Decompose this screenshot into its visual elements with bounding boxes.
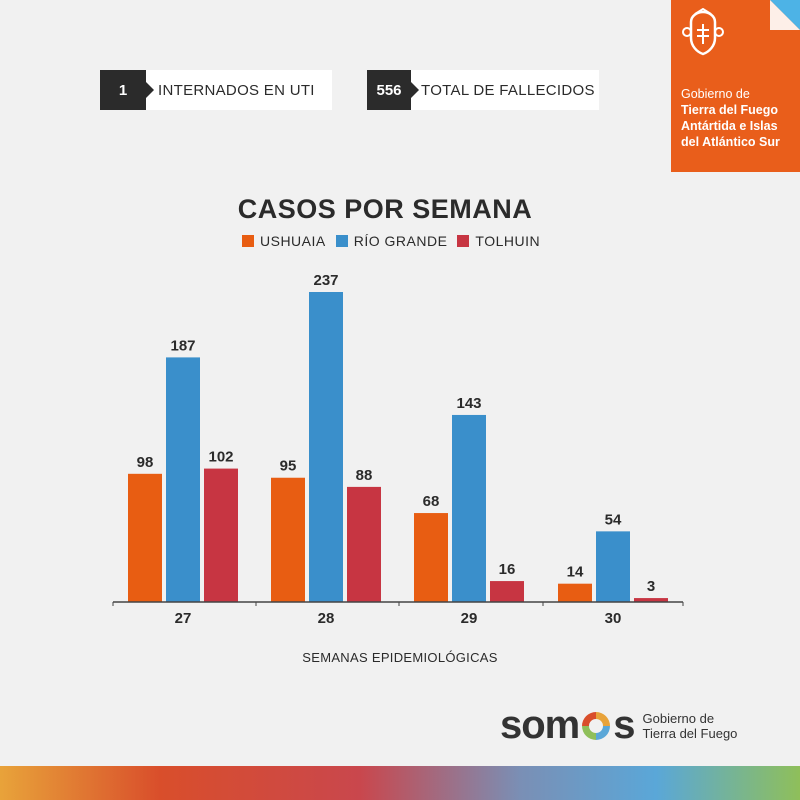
data-label-ushuaia-30: 14	[567, 564, 584, 581]
somos-sub-line-1: Gobierno de	[642, 710, 715, 726]
bar-tolhuin-29	[490, 581, 524, 602]
bar-r-o-grande-30	[596, 531, 630, 602]
legend-item-rio-grande: RÍO GRANDE	[335, 233, 448, 249]
legend-swatch-ushuaia	[242, 235, 254, 247]
x-axis-label: SEMANAS EPIDEMIOLÓGICAS	[302, 650, 498, 665]
bar-r-o-grande-29	[452, 414, 486, 602]
legend-item-ushuaia: USHUAIA	[242, 233, 326, 249]
bar-ushuaia-27	[128, 473, 162, 602]
data-label-tolhuin-29: 16	[499, 561, 516, 578]
somos-word-start: som	[500, 703, 580, 747]
government-line-3: Antártida e Islas	[681, 119, 778, 133]
bar-r-o-grande-28	[309, 292, 343, 602]
crest-icon	[682, 8, 724, 56]
x-tick-label-28: 28	[318, 610, 335, 627]
bar-ushuaia-30	[558, 583, 592, 602]
bar-tolhuin-27	[204, 468, 238, 602]
bar-chart: 98 187 102 27 95 237 88 28 68 143 16 29 14 54 3 30	[112, 272, 684, 627]
data-label-ushuaia-29: 68	[423, 493, 440, 510]
legend-label-rio-grande: RÍO GRANDE	[353, 233, 448, 249]
government-badge: Gobierno de Tierra del Fuego Antártida e…	[671, 0, 800, 172]
stat-fallecidos-value: 556	[367, 70, 419, 110]
bar-tolhuin-28	[347, 486, 381, 602]
legend-swatch-rio-grande	[335, 235, 348, 247]
bar-ushuaia-28	[271, 477, 305, 602]
legend-swatch-tolhuin	[457, 235, 470, 247]
government-name: Gobierno de Tierra del Fuego Antártida e…	[681, 86, 780, 150]
legend-item-tolhuin: TOLHUIN	[457, 233, 540, 249]
x-tick-label-27: 27	[175, 610, 192, 627]
stat-internados-value: 1	[100, 70, 154, 110]
data-label-ushuaia-27: 98	[137, 454, 154, 471]
x-tick-label-30: 30	[605, 610, 622, 627]
somos-o-icon	[582, 711, 611, 740]
data-label-r-o-grande-27: 187	[170, 337, 195, 354]
data-label-r-o-grande-29: 143	[456, 395, 481, 412]
government-line-2: Tierra del Fuego	[681, 103, 779, 117]
somos-sub-line-2: Tierra del Fuego	[642, 725, 738, 741]
somos-logo: som s Gobierno de Tierra del Fuego	[500, 703, 737, 748]
data-label-ushuaia-28: 95	[280, 458, 297, 475]
bar-ushuaia-29	[414, 513, 448, 602]
legend-label-ushuaia: USHUAIA	[260, 233, 326, 249]
bar-r-o-grande-27	[166, 357, 200, 602]
data-label-tolhuin-27: 102	[208, 449, 233, 466]
data-label-r-o-grande-28: 237	[313, 272, 338, 289]
gradient-stripe	[0, 766, 800, 800]
government-line-4: del Atlántico Sur	[681, 135, 780, 149]
legend-label-tolhuin: TOLHUIN	[475, 233, 541, 249]
chart-title: CASOS POR SEMANA	[237, 194, 533, 224]
government-line-1: Gobierno de	[681, 87, 750, 101]
data-label-tolhuin-30: 3	[647, 578, 655, 595]
stat-internados-label: INTERNADOS EN UTI	[146, 70, 332, 110]
somos-subtitle: Gobierno de Tierra del Fuego	[643, 711, 738, 741]
stat-fallecidos: 556 TOTAL DE FALLECIDOS	[367, 70, 599, 110]
data-label-r-o-grande-30: 54	[605, 511, 622, 528]
stat-fallecidos-label: TOTAL DE FALLECIDOS	[411, 70, 599, 110]
somos-wordmark: som s	[500, 703, 636, 748]
data-label-tolhuin-28: 88	[356, 467, 373, 484]
corner-fold-icon	[770, 0, 800, 30]
x-tick-label-29: 29	[461, 610, 478, 627]
somos-word-end: s	[613, 703, 635, 747]
bar-tolhuin-30	[634, 598, 668, 602]
chart-legend: USHUAIA RÍO GRANDE TOLHUIN	[242, 233, 550, 249]
stat-internados: 1 INTERNADOS EN UTI	[100, 70, 332, 110]
